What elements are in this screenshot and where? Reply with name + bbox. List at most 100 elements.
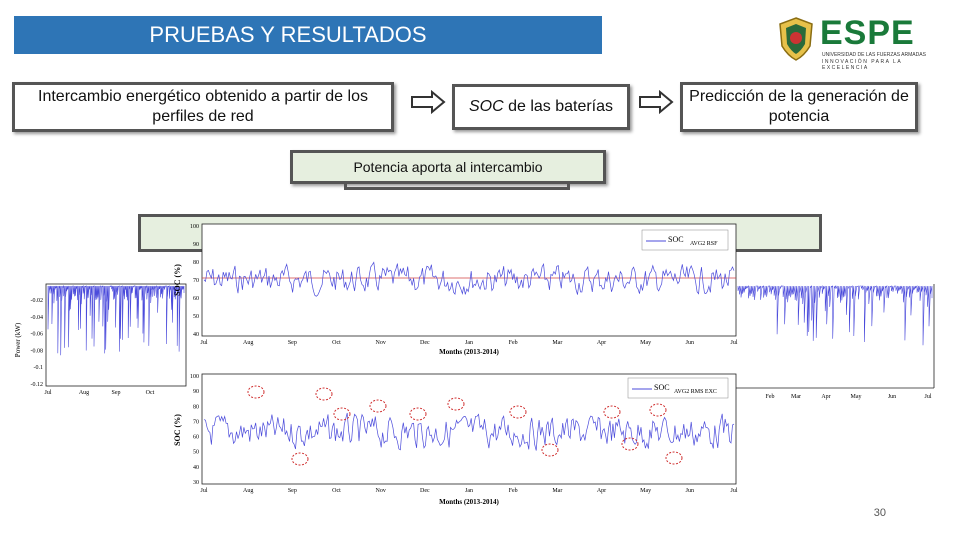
chart-left-ylabel: Power (kW) [14,322,22,357]
chart-bottom-ylabel: SOC (%) [173,414,182,446]
chart-top-legend-sub: AVG2 RSF [690,241,718,247]
chart-bottom-ytick: 40 [193,465,199,471]
highlight-circle [649,403,667,417]
chart-top-legend [641,229,729,251]
chart-left-xtick: Oct [146,390,155,396]
flow-box-prediccion: Predicción de la generación de potencia [680,82,918,132]
chart-right-xtick: Apr [821,394,830,400]
flow-box-intercambio: Intercambio energético obtenido a partir… [12,82,394,132]
chart-bottom-legend-main: SOC [654,383,670,392]
chart-right-xtick: Jul [924,394,931,400]
chart-bottom-xtick: Jul [200,488,207,494]
chart-bottom-xtick: Dec [420,488,430,494]
chart-top-xtick: Dec [420,340,430,346]
chart-bottom-ytick: 90 [193,389,199,395]
page-number: 30 [873,507,886,519]
flow-box-intercambio-text: Intercambio energético obtenido a partir… [38,88,368,125]
chart-right-power: Feb Mar Apr May Jun Jul [736,284,935,400]
chart-bottom-xtick: Apr [597,488,606,494]
chart-top-ytick: 80 [193,260,199,266]
chart-right-xtick: Feb [766,394,775,400]
flow-box-potencia-text: Potencia aporta al intercambio [353,159,543,175]
chart-top-ytick: 90 [193,242,199,248]
chart-left-ytick: -0.1 [34,365,44,371]
chart-top-xlabel: Months (2013-2014) [439,348,499,356]
chart-top-xtick: Jun [686,340,694,346]
chart-right-xtick: Jun [888,394,896,400]
chart-top-ytick: 100 [190,224,199,230]
chart-top-ytick: 70 [193,278,199,284]
chart-top-xtick: Oct [332,340,341,346]
chart-top-xtick: May [640,340,651,346]
chart-left-ytick: -0.08 [31,348,44,354]
chart-top-xtick: Sep [288,340,297,346]
slide-title: PRUEBAS Y RESULTADOS [14,16,602,54]
chart-left-ytick: -0.04 [31,315,44,321]
chart-left-line [47,284,185,356]
chart-soc-top: SOC AVG2 RSF SOC (%) Months (2013-2014) … [173,223,738,356]
arrow-right-icon [411,90,446,114]
highlight-circle [333,407,351,421]
crest-icon [779,17,813,61]
chart-bottom-ytick: 50 [193,450,199,456]
chart-bottom-ytick: 30 [193,480,199,486]
highlight-circle [541,443,559,457]
chart-top-legend-main: SOC [668,235,684,244]
flow-box-prediccion-text: Predicción de la generación de potencia [689,88,909,125]
flow-box-soc-text: SOC de las baterías [469,97,613,117]
logo-line2: INNOVACIÓN PARA LA EXCELENCIA [822,59,902,71]
chart-left-power: Power (kW) -0.02 -0.04 -0.06 -0.08 -0.1 -0.12… [14,283,187,396]
highlight-circle [409,407,427,421]
chart-bottom-ytick: 60 [193,435,199,441]
flow-box-soc: SOC de las baterías [452,84,630,130]
chart-top-xtick: Apr [597,340,606,346]
chart-bottom-ytick: 100 [190,374,199,380]
highlight-circle [315,387,333,401]
chart-left-ytick: -0.12 [31,382,44,388]
highlight-circle [621,437,639,451]
highlight-circle [447,397,465,411]
chart-left-xtick: Sep [112,390,121,396]
espe-logo: ESPE UNIVERSIDAD DE LAS FUERZAS ARMADAS … [776,14,936,71]
chart-bottom-xtick: Jan [465,488,473,494]
highlight-circle [291,452,309,466]
potencia-shadow [344,184,570,190]
chart-bottom-xtick: Feb [509,488,518,494]
chart-bottom-series [203,412,735,451]
logo-line1: UNIVERSIDAD DE LAS FUERZAS ARMADAS [822,52,926,58]
chart-top-xtick: Mar [552,340,562,346]
chart-bottom-line [203,412,735,451]
chart-right-line [737,284,933,346]
chart-left-series [47,284,185,356]
chart-top-ylabel: SOC (%) [173,264,182,296]
chart-soc-bottom: SOC AVG2 RMS EXC SOC (%) Months (2013-20… [173,373,738,506]
chart-top-xtick: Feb [509,340,518,346]
slide-title-text: PRUEBAS Y RESULTADOS [149,22,427,47]
chart-bottom-xtick: Oct [332,488,341,494]
chart-right-xtick: May [851,394,862,400]
chart-bottom-ytick: 80 [193,404,199,410]
chart-top-ytick: 50 [193,314,199,320]
chart-left-ytick: -0.06 [31,332,44,338]
highlight-circle [603,405,621,419]
flow-box-potencia: Potencia aporta al intercambio [290,150,606,184]
chart-bottom-xtick: Nov [375,488,385,494]
chart-top-xtick: Nov [375,340,385,346]
chart-bottom-xtick: Aug [243,488,253,494]
chart-top-xtick: Aug [243,340,253,346]
soc-rest: de las baterías [503,98,614,115]
chart-bottom-xlabel: Months (2013-2014) [439,498,499,506]
chart-left-ytick: -0.02 [31,298,44,304]
chart-top-line [203,261,735,297]
chart-bottom-legend-sub: AVG2 RMS EXC [674,389,717,395]
chart-bottom-ytick: 70 [193,419,199,425]
chart-bottom-legend [627,377,729,399]
chart-bottom-xtick: May [640,488,651,494]
chart-top-xtick: Jan [465,340,473,346]
chart-bottom-xtick: Mar [552,488,562,494]
highlight-circle [369,399,387,413]
chart-top-ytick: 60 [193,296,199,302]
chart-bottom-xtick: Jul [730,488,737,494]
chart-top-xtick: Jul [200,340,207,346]
soc-emphasis: SOC [468,98,504,115]
